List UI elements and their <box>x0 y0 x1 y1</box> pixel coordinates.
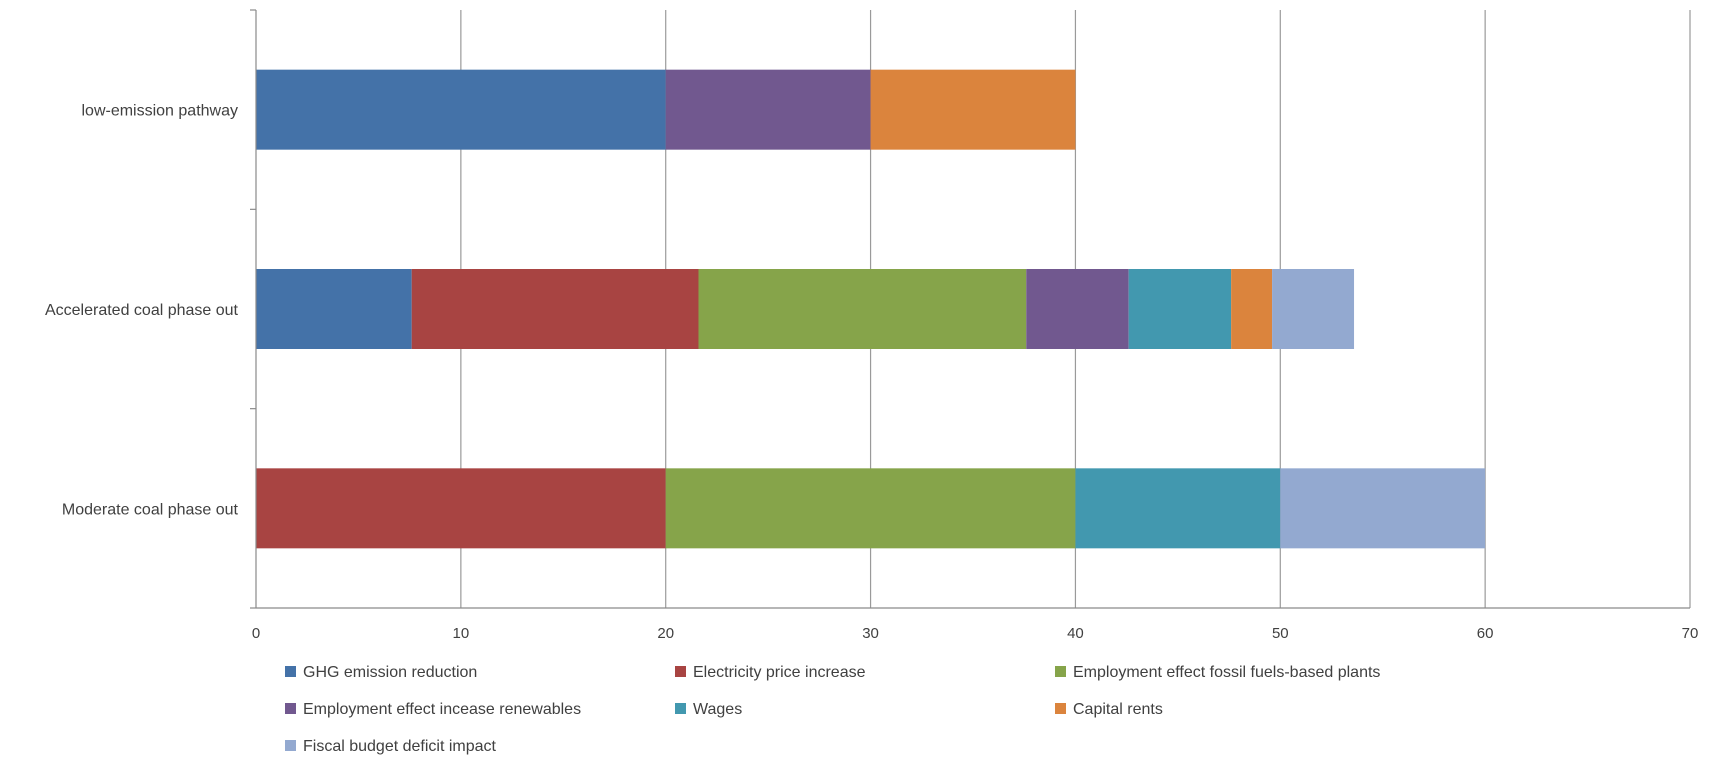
legend-label: Employment effect inceasе renewables <box>303 701 581 718</box>
legend-label: Employment effect fossil fuels-based pla… <box>1073 664 1380 681</box>
legend-label: Electricity price increase <box>693 664 866 681</box>
bar-1-cat-1 <box>256 69 666 150</box>
x-tick-label: 10 <box>453 625 470 642</box>
axes-group <box>250 9 1690 609</box>
category-label: Moderate coal phase out <box>62 501 239 518</box>
bars-group <box>256 69 1486 549</box>
x-tick-label: 60 <box>1477 625 1494 642</box>
bar-7-cat-2 <box>1272 269 1355 349</box>
x-tick-label: 40 <box>1067 625 1084 642</box>
legend-swatch <box>675 666 686 677</box>
legend-swatch <box>285 666 296 677</box>
bar-1-cat-2 <box>256 269 412 349</box>
bar-5-cat-2 <box>1128 269 1232 349</box>
x-tick-label: 30 <box>862 625 879 642</box>
category-label: low-emission pathway <box>81 103 238 120</box>
legend-label: Fiscal budget deficit impact <box>303 738 497 755</box>
legend-swatch <box>285 740 296 751</box>
legend-label: Wages <box>693 701 742 718</box>
legend-label: Capital rents <box>1073 701 1163 718</box>
bar-3-cat-2 <box>698 269 1027 349</box>
bar-6-cat-1 <box>870 69 1076 150</box>
bar-5-cat-3 <box>1075 468 1281 549</box>
legend-swatch <box>1055 703 1066 714</box>
x-tick-label: 70 <box>1682 625 1699 642</box>
legend-swatch <box>1055 666 1066 677</box>
legend-swatch <box>285 703 296 714</box>
bar-3-cat-3 <box>665 468 1076 549</box>
bar-4-cat-1 <box>665 69 871 150</box>
bar-6-cat-2 <box>1231 269 1273 349</box>
legend-label: GHG emission reduction <box>303 664 477 681</box>
category-labels: low-emission pathway Accelerated coal pha… <box>45 103 239 519</box>
legend-swatch <box>675 703 686 714</box>
bar-7-cat-3 <box>1280 468 1486 549</box>
category-label: Accelerated coal phase out <box>45 302 239 319</box>
x-tick-labels: 0 10 20 30 40 50 60 70 <box>252 625 1699 642</box>
bar-2-cat-3 <box>256 468 666 549</box>
x-tick-label: 50 <box>1272 625 1289 642</box>
x-tick-label: 0 <box>252 625 260 642</box>
x-tick-label: 20 <box>657 625 674 642</box>
legend: GHG emission reduction Electricity price … <box>285 664 1380 755</box>
bar-2-cat-2 <box>411 269 699 349</box>
bar-4-cat-2 <box>1026 269 1129 349</box>
